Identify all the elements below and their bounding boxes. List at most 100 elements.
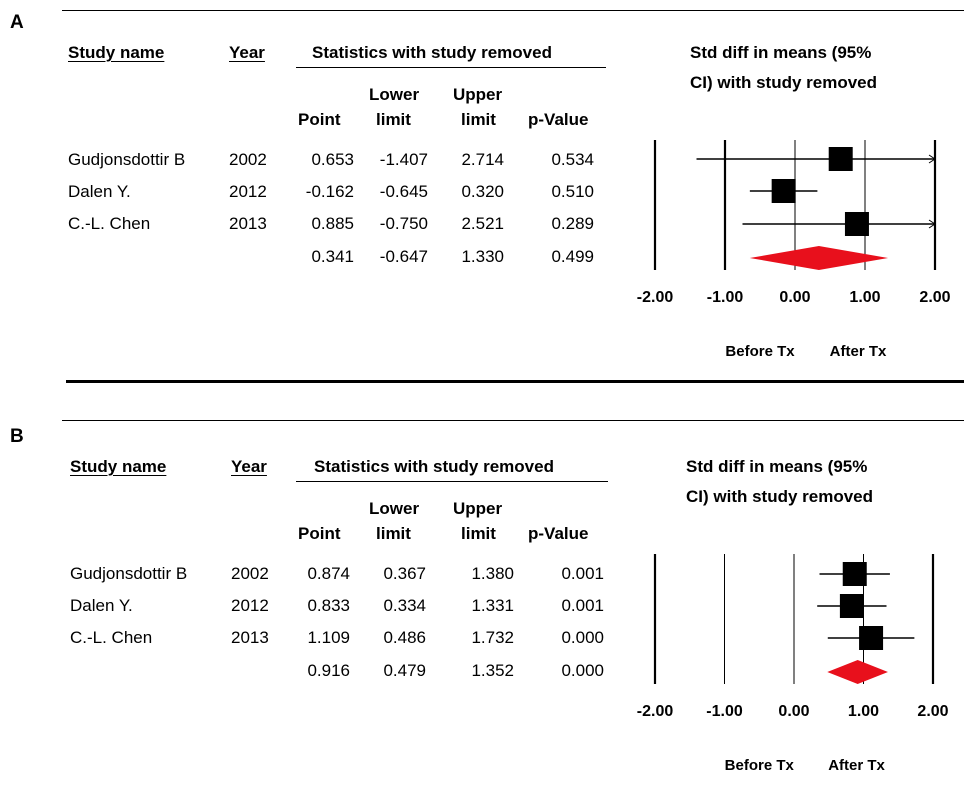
header-point: Point [298,110,341,129]
plot-title-line2: CI) with study removed [690,73,878,92]
tick-label: -2.00 [637,289,674,306]
ci-arrow [928,219,936,229]
pooled-diamond [749,246,889,270]
point-estimate [844,212,869,236]
summary-lower: -0.647 [379,247,428,266]
plot-title-line1: Std diff in means (95% [686,457,868,476]
header-stats-group: Statistics with study removed [314,457,554,476]
header-study-name: Study name [68,43,165,62]
point-value: -0.162 [305,182,354,201]
p-value: 0.001 [561,564,604,583]
summary-point: 0.916 [307,661,350,680]
tick-label: 1.00 [848,703,879,720]
study-year: 2012 [229,182,267,201]
lower-value: 0.367 [383,564,426,583]
forest-plot: -2.00 -1.00 0.00 1.00 2.00 Before Tx After Tx [637,554,949,774]
top-rule [62,10,964,11]
summary-upper: 1.352 [471,661,514,680]
ci-arrow [928,154,936,164]
header-pvalue: p-Value [528,110,589,129]
tick-label: -1.00 [707,289,744,306]
p-value: 0.534 [551,150,594,169]
summary-point: 0.341 [311,247,354,266]
study-year: 2002 [229,150,267,169]
tick-label: -1.00 [706,703,743,720]
point-estimate [842,562,867,586]
panel-separator [66,380,964,383]
header-lower-1: Lower [369,85,420,104]
p-value: 0.001 [561,596,604,615]
lower-value: -1.407 [379,150,428,169]
summary-p: 0.499 [551,247,594,266]
header-lower-1: Lower [369,499,420,518]
study-name: Dalen Y. [68,182,131,201]
upper-value: 1.331 [471,596,514,615]
header-year: Year [229,43,265,62]
stats-group-rule [296,67,606,68]
header-stats-group: Statistics with study removed [312,43,552,62]
point-value: 1.109 [307,628,350,647]
p-value: 0.000 [561,628,604,647]
favours-left-label: Before Tx [725,757,795,774]
point-estimate [828,147,853,171]
summary-upper: 1.330 [461,247,504,266]
study-name: C.-L. Chen [68,214,151,233]
study-name: Gudjonsdottir B [70,564,188,583]
header-lower-2: limit [376,524,411,543]
study-year: 2002 [231,564,269,583]
tick-label: 2.00 [917,703,948,720]
summary-p: 0.000 [561,661,604,680]
header-upper-1: Upper [453,85,503,104]
tick-label: 1.00 [849,289,880,306]
point-value: 0.885 [311,214,354,233]
header-year: Year [231,457,267,476]
tick-label: 0.00 [778,703,809,720]
favours-left-label: Before Tx [725,343,795,360]
header-lower-2: limit [376,110,411,129]
lower-value: -0.750 [379,214,428,233]
study-year: 2013 [229,214,267,233]
study-name: Dalen Y. [70,596,133,615]
p-value: 0.289 [551,214,594,233]
upper-value: 1.380 [471,564,514,583]
point-estimate [859,626,884,650]
p-value: 0.510 [551,182,594,201]
header-upper-1: Upper [453,499,503,518]
upper-value: 0.320 [461,182,504,201]
stats-group-rule [296,481,608,482]
lower-value: 0.334 [383,596,426,615]
panel-label: A [10,12,24,33]
panel-label: B [10,426,24,447]
panel-a: A Study name Year Statistics with study … [0,0,964,384]
point-value: 0.833 [307,596,350,615]
forest-plot: -2.00 -1.00 0.00 1.00 2.00 Before Tx After Tx [637,140,951,360]
plot-title-line2: CI) with study removed [686,487,874,506]
tick-label: 2.00 [919,289,950,306]
tick-label: 0.00 [779,289,810,306]
header-point: Point [298,524,341,543]
lower-value: -0.645 [379,182,428,201]
study-year: 2013 [231,628,269,647]
header-pvalue: p-Value [528,524,589,543]
header-study-name: Study name [70,457,167,476]
upper-value: 2.714 [461,150,504,169]
study-year: 2012 [231,596,269,615]
panel-b: B Study name Year Statistics with study … [0,404,964,788]
lower-value: 0.486 [383,628,426,647]
favours-right-label: After Tx [828,757,885,774]
top-rule [62,420,964,421]
header-upper-2: limit [461,524,496,543]
plot-title-line1: Std diff in means (95% [690,43,872,62]
point-value: 0.653 [311,150,354,169]
study-name: Gudjonsdottir B [68,150,186,169]
pooled-diamond [827,660,888,684]
favours-right-label: After Tx [830,343,887,360]
header-upper-2: limit [461,110,496,129]
summary-lower: 0.479 [383,661,426,680]
study-name: C.-L. Chen [70,628,153,647]
point-value: 0.874 [307,564,350,583]
upper-value: 1.732 [471,628,514,647]
point-estimate [771,179,796,203]
upper-value: 2.521 [461,214,504,233]
tick-label: -2.00 [637,703,674,720]
